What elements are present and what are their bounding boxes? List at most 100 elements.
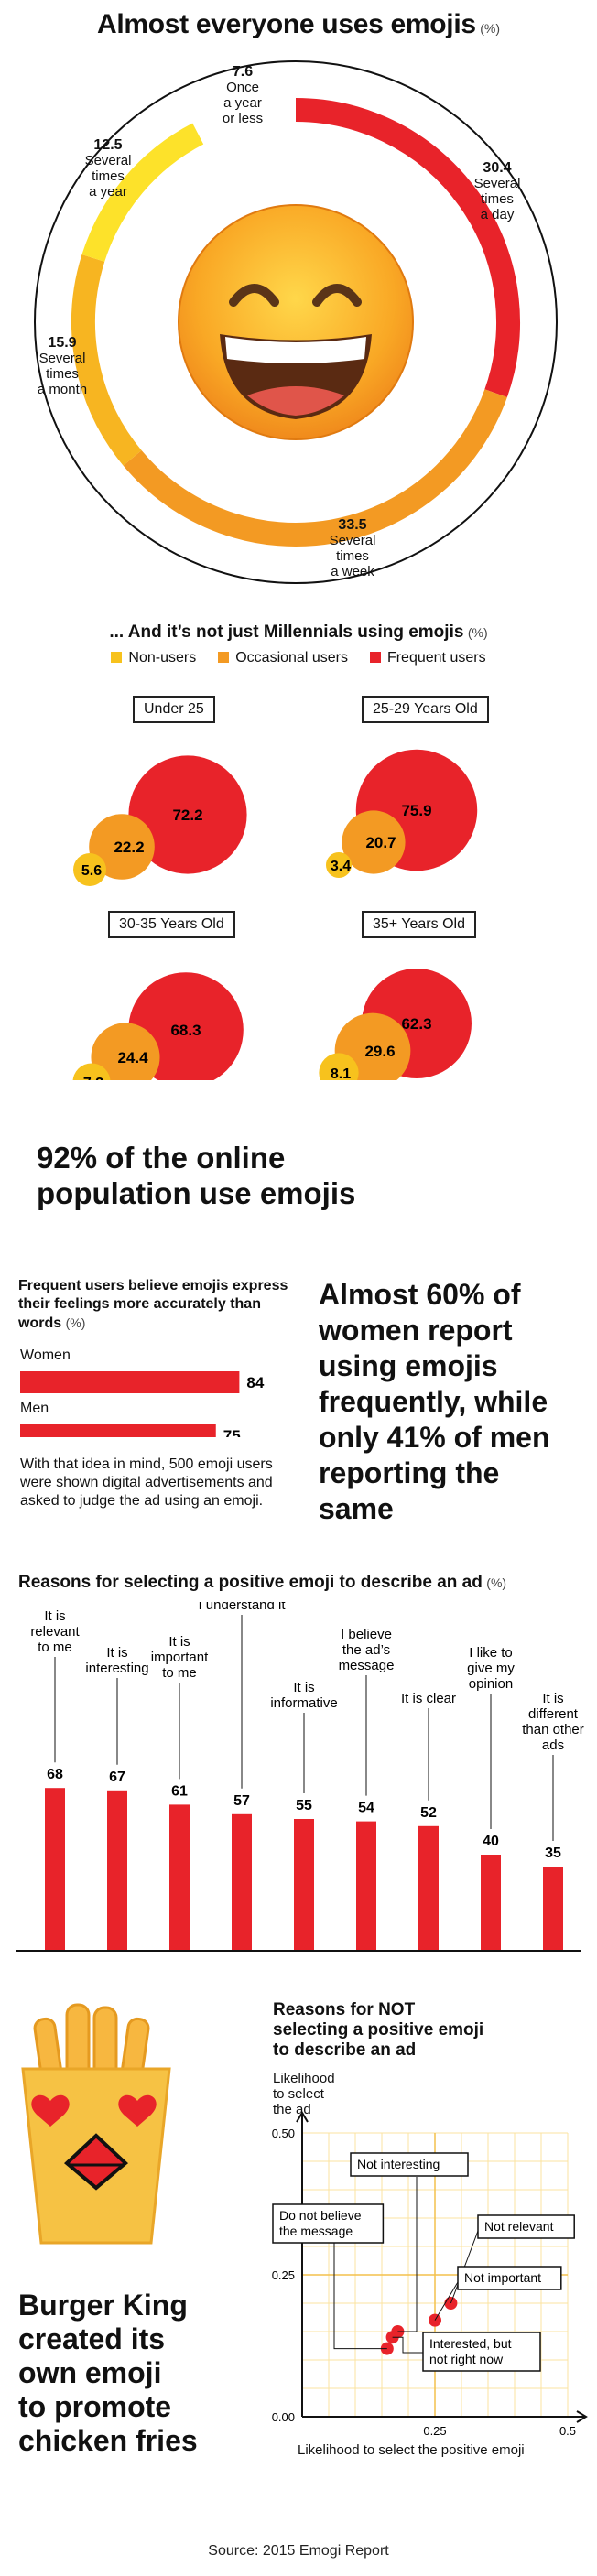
scatter-x-label: Likelihood to select the positive emoji [298, 2442, 525, 2458]
statement-line: frequently, while [319, 1385, 548, 1418]
legend-item-frequent: Frequent users [369, 650, 486, 666]
age-group-label-under-25: Under 25 [133, 696, 215, 723]
callout-leader [397, 2177, 418, 2332]
gender-chart-title-text: Frequent users believe emojis express th… [18, 1278, 288, 1331]
bubble-value-frequent: 75.9 [401, 802, 431, 819]
donut-label-value: 15.9 [48, 335, 77, 351]
chicken-fries-emoji-icon [21, 2003, 171, 2245]
reason-bar [107, 1790, 127, 1950]
callout-leader [434, 2281, 459, 2321]
donut-outer-ring [34, 60, 558, 584]
reason-bar [232, 1813, 252, 1950]
reason-label: It is [542, 1691, 563, 1706]
y-label-line: to select [273, 2086, 324, 2102]
legend-swatch [369, 652, 381, 663]
age-section-title: ... And it’s not just Millennials using … [0, 622, 597, 643]
callout-do-not-believe [272, 2203, 385, 2244]
women-statement: Almost 60% of women report using emojis … [319, 1277, 593, 1527]
reason-label: It is [106, 1645, 127, 1661]
donut-label-month: 15.9 Several times a month [26, 335, 99, 397]
donut-slice-year [81, 123, 204, 263]
callout-do-not-believe-text: the message [279, 2224, 353, 2238]
reason-value: 40 [483, 1834, 499, 1849]
legend-item-occasional: Occasional users [218, 650, 348, 666]
scatter-point [429, 2313, 441, 2327]
reason-label: relevant [30, 1624, 80, 1640]
donut-label-line: times [481, 191, 514, 207]
donut-label-line: a year [223, 95, 262, 111]
legend-swatch [218, 652, 230, 663]
reason-label: opinion [469, 1676, 513, 1692]
donut-label-line: times [336, 548, 369, 564]
statement-line: only 41% of men [319, 1421, 550, 1454]
burger-king-statement: Burger King created its own emoji to pro… [18, 2289, 198, 2458]
gender-note: With that idea in mind, 500 emoji users … [20, 1456, 273, 1509]
donut-label-once-year: 7.6 Once a year or less [206, 64, 279, 126]
statement-line: own emoji [18, 2356, 162, 2389]
donut-title-text: Almost everyone uses emojis [97, 9, 476, 39]
reason-label: It is clear [401, 1691, 456, 1706]
y-label-line: Likelihood [273, 2071, 335, 2086]
age-section-title-unit: (%) [467, 625, 488, 640]
donut-label-week: 33.5 Several times a week [316, 517, 389, 579]
bubble-value-occasional: 20.7 [365, 834, 396, 851]
gender-bar [20, 1371, 240, 1393]
age-group-label-35-plus: 35+ Years Old [362, 911, 476, 938]
reason-label: I understand it [198, 1602, 286, 1613]
reason-label: give my [467, 1661, 515, 1676]
legend-label: Frequent users [386, 650, 486, 666]
callout-not-interesting-text: Not interesting [357, 2157, 440, 2171]
donut-slice-month [71, 254, 142, 466]
positive-reasons-title-text: Reasons for selecting a positive emoji t… [18, 1573, 483, 1592]
reason-value: 67 [109, 1770, 125, 1785]
reason-value: 52 [420, 1805, 437, 1821]
donut-label-line: a year [89, 184, 127, 200]
reason-label: than other [522, 1722, 584, 1737]
bar-label-women: Women [20, 1348, 71, 1363]
age-section-title-text: ... And it’s not just Millennials using … [109, 622, 464, 642]
bubble-non-users [319, 1053, 359, 1080]
reason-value: 54 [358, 1801, 374, 1816]
positive-reasons-title: Reasons for selecting a positive emoji t… [18, 1573, 506, 1593]
title-line: selecting a positive emoji [273, 2020, 484, 2040]
donut-label-line: times [46, 366, 79, 382]
bubble-non-users [73, 853, 106, 886]
statement-line: Burger King [18, 2289, 188, 2322]
negative-reasons-scatter: 0.00 0.25 0.50 0.25 0.5 Not interesting Do not… [272, 2111, 588, 2435]
reason-bar [169, 1804, 190, 1950]
bubble-value-non-users: 3.4 [331, 859, 351, 874]
x-tick-label: 0.25 [423, 2424, 446, 2435]
reason-label: It is [44, 1608, 65, 1624]
reason-bar [45, 1788, 65, 1950]
callout-interested [422, 2332, 541, 2372]
donut-label-value: 12.5 [93, 137, 123, 153]
statement-line: chicken fries [18, 2424, 198, 2457]
x-tick-label: 0.5 [559, 2424, 576, 2435]
callout-not-relevant-text: Not relevant [484, 2219, 554, 2234]
gender-bar-value: 75 [223, 1427, 241, 1437]
statement-line: 92% of the online [37, 1141, 286, 1174]
reason-value: 35 [545, 1845, 561, 1861]
donut-label-line: Once [226, 80, 259, 95]
reason-label: to me [38, 1640, 72, 1655]
bubble-value-non-users: 7.3 [83, 1076, 103, 1080]
donut-label-value: 33.5 [338, 517, 367, 533]
donut-label-line: times [92, 168, 125, 184]
gender-chart-title: Frequent users believe emojis express th… [18, 1277, 293, 1333]
bubble-frequent [128, 755, 247, 874]
positive-reasons-title-unit: (%) [486, 1575, 507, 1590]
reason-bar [543, 1867, 563, 1950]
callout-interested-text: Interested, but [429, 2336, 512, 2351]
gender-bar-chart: 84 75 [20, 1371, 265, 1437]
reason-label: It is [168, 1634, 190, 1650]
donut-label-value: 7.6 [232, 64, 254, 80]
statement-line: population use emojis [37, 1176, 356, 1210]
donut-slice-once-year [192, 98, 297, 145]
gender-chart-title-unit: (%) [65, 1315, 86, 1330]
reason-bar [481, 1855, 501, 1950]
reason-label: different [528, 1706, 579, 1722]
reason-label: It is [293, 1680, 314, 1695]
donut-label-day: 30.4 Several times a day [461, 160, 534, 222]
donut-label-line: a day [480, 207, 515, 222]
